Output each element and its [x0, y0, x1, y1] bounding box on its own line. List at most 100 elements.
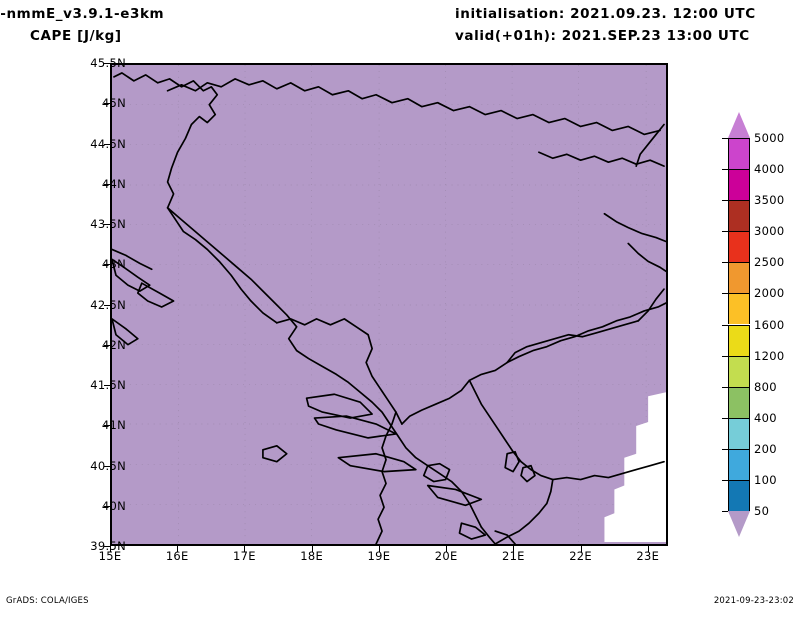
lon-label: 23E	[636, 549, 660, 563]
colorbar-band	[728, 262, 750, 294]
footer-timestamp: 2021-09-23-23:02	[713, 596, 794, 606]
lat-label: 39.5N	[90, 539, 126, 553]
lat-tick	[104, 224, 110, 225]
colorbar-tick-label: 100	[754, 472, 777, 487]
colorbar-band	[728, 169, 750, 201]
lat-label: 42N	[101, 337, 126, 352]
colorbar-band	[728, 231, 750, 263]
lat-label: 41N	[101, 418, 126, 433]
colorbar-band	[728, 293, 750, 325]
lat-tick	[104, 63, 110, 64]
colorbar-band	[728, 324, 750, 356]
lon-tick	[446, 546, 448, 552]
lon-label: 22E	[569, 549, 592, 563]
colorbar-tick	[722, 231, 728, 233]
lon-label: 21E	[501, 549, 525, 563]
colorbar-tick-label: 2000	[754, 286, 785, 301]
map-plot-area	[110, 63, 668, 546]
lon-label: 19E	[367, 549, 391, 563]
colorbar-tick	[722, 511, 728, 512]
lat-tick	[104, 465, 110, 467]
colorbar-band	[728, 448, 750, 480]
lat-tick	[104, 546, 110, 547]
colorbar-tick-label: 800	[754, 379, 777, 394]
colorbar-tick	[722, 138, 728, 139]
coastline-borders	[112, 72, 666, 544]
colorbar-band-edge	[728, 355, 750, 357]
lon-tick	[580, 546, 582, 552]
lon-tick	[311, 546, 313, 552]
colorbar-tick	[722, 262, 728, 264]
colorbar-tick-label: 4000	[754, 162, 785, 177]
lon-label: 18E	[300, 549, 324, 563]
lat-tick	[104, 304, 110, 306]
lon-tick	[378, 546, 380, 552]
colorbar-tick	[722, 448, 728, 450]
colorbar-tick-label: 1600	[754, 317, 785, 332]
colorbar-band-edge	[728, 324, 750, 326]
lat-label: 44N	[101, 176, 126, 191]
lon-label: 17E	[233, 549, 256, 563]
colorbar-band	[728, 386, 750, 418]
lat-label: 40N	[101, 498, 126, 513]
colorbar-band	[728, 355, 750, 387]
lat-tick	[104, 264, 110, 266]
lat-label: 45N	[101, 96, 126, 111]
colorbar-band-edge	[728, 169, 750, 171]
colorbar-band	[728, 138, 750, 170]
lat-label: 45.5N	[90, 56, 126, 70]
initialisation-time: initialisation: 2021.09.23. 12:00 UTC	[455, 6, 756, 22]
colorbar-band-edge	[728, 138, 750, 139]
model-title: f-nmmE_v3.9.1-e3km	[0, 6, 165, 22]
lat-label: 43.5N	[90, 217, 126, 231]
lat-tick	[104, 425, 110, 427]
lon-tick	[513, 546, 515, 552]
lat-tick	[104, 344, 110, 346]
colorbar-tick	[722, 355, 728, 357]
colorbar-band-edge	[728, 293, 750, 295]
colorbar-tick-label: 2500	[754, 255, 785, 270]
colorbar-tick	[722, 200, 728, 202]
lat-label: 40.5N	[90, 458, 126, 473]
lat-tick	[104, 385, 110, 386]
colorbar-cap-low	[728, 511, 750, 537]
colorbar-tick	[722, 293, 728, 295]
lat-tick	[104, 103, 110, 105]
lat-tick	[104, 143, 110, 145]
colorbar-tick-label: 1200	[754, 348, 785, 363]
colorbar-band-edge	[728, 231, 750, 233]
colorbar-tick-label: 3000	[754, 224, 785, 239]
lat-label: 44.5N	[90, 136, 126, 151]
lon-tick	[177, 546, 179, 552]
colorbar-tick	[722, 324, 728, 326]
lon-label: 16E	[165, 549, 189, 563]
field-title: CAPE [J/kg]	[30, 28, 122, 44]
colorbar-tick-label: 200	[754, 441, 777, 456]
colorbar-band-edge	[728, 417, 750, 419]
lon-label: 20E	[434, 549, 458, 563]
colorbar-band-edge	[728, 448, 750, 450]
lon-tick	[647, 546, 649, 552]
colorbar-tick	[722, 417, 728, 419]
nodata-region	[604, 392, 666, 543]
lon-tick	[244, 546, 246, 552]
colorbar-band	[728, 417, 750, 449]
colorbar-band-edge	[728, 386, 750, 388]
colorbar-tick-label: 50	[754, 504, 770, 518]
colorbar-tick-label: 400	[754, 410, 777, 425]
colorbar-band	[728, 200, 750, 232]
colorbar-band-edge	[728, 479, 750, 481]
footer-credit: GrADS: COLA/IGES	[6, 596, 89, 606]
colorbar	[728, 112, 750, 537]
colorbar-band	[728, 479, 750, 511]
lat-tick	[104, 183, 110, 185]
lon-tick	[110, 546, 111, 552]
colorbar-band-edge	[728, 262, 750, 264]
colorbar-band-edge	[728, 200, 750, 202]
colorbar-cap-high	[728, 112, 750, 138]
lat-label: 41.5N	[90, 378, 126, 392]
colorbar-tick-label: 5000	[754, 131, 785, 145]
valid-time: valid(+01h): 2021.SEP.23 13:00 UTC	[455, 28, 750, 44]
lat-label: 42.5N	[90, 297, 126, 312]
lon-label: 15E	[98, 549, 122, 563]
